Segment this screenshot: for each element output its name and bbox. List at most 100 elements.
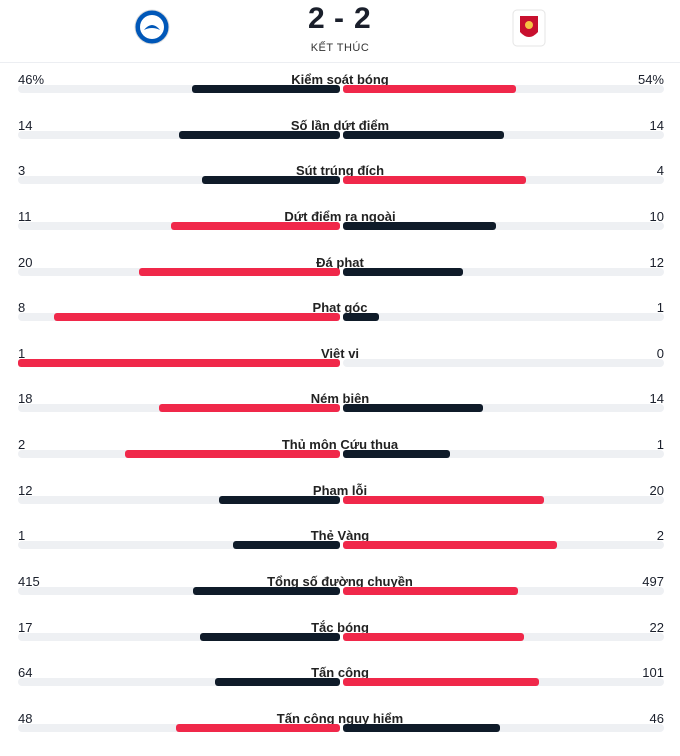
away-bar	[343, 541, 557, 550]
home-bar	[125, 450, 340, 459]
away-value: 4	[656, 163, 664, 179]
stat-row: 12 Phạm lỗi 20	[0, 483, 680, 523]
away-bar	[343, 313, 379, 322]
stat-label: Tấn công	[311, 665, 369, 681]
home-bar	[171, 221, 340, 230]
stat-row: 48 Tấn công nguy hiểm 46	[0, 711, 680, 751]
home-bar	[191, 85, 340, 93]
home-bar	[232, 541, 340, 550]
home-bar	[179, 130, 340, 139]
home-bar	[202, 176, 340, 185]
away-bar	[343, 678, 540, 687]
home-bar	[53, 313, 340, 322]
stat-label: Dứt điểm ra ngoài	[284, 208, 396, 224]
away-value: 22	[649, 619, 664, 635]
away-bar	[343, 176, 527, 185]
home-track	[18, 541, 340, 550]
home-value: 8	[18, 300, 26, 316]
stat-row: 415 Tổng số đường chuyền 497	[0, 574, 680, 614]
stat-label: Đá phạt	[316, 254, 364, 270]
away-value: 20	[649, 482, 664, 498]
stat-row: 17 Tắc bóng 22	[0, 620, 680, 660]
away-bar	[343, 587, 518, 596]
home-value: 18	[18, 391, 33, 407]
away-track	[343, 313, 664, 322]
away-track	[343, 450, 664, 459]
home-bar	[215, 678, 340, 687]
away-score: 2	[354, 2, 371, 35]
stat-label: Kiểm soát bóng	[291, 72, 389, 87]
away-value: 0	[656, 345, 664, 361]
stat-row: 1 Thẻ Vàng 2	[0, 528, 680, 568]
home-value: 11	[18, 208, 32, 224]
home-value: 1	[18, 345, 26, 361]
home-bar	[199, 632, 340, 641]
away-track	[343, 267, 664, 276]
stat-row: 11 Dứt điểm ra ngoài 10	[0, 209, 680, 249]
stat-row: 1 Việt vị 0	[0, 346, 680, 386]
home-value: 415	[18, 574, 40, 590]
home-value: 14	[18, 117, 33, 133]
home-bar	[175, 723, 340, 732]
home-value: 12	[18, 482, 33, 498]
away-track	[343, 221, 664, 230]
home-value: 48	[18, 710, 33, 726]
away-value: 2	[656, 528, 664, 544]
home-bar	[219, 495, 340, 504]
stat-row: 64 Tấn công 101	[0, 665, 680, 705]
home-track	[18, 85, 340, 93]
away-value: 14	[649, 391, 664, 407]
stat-row: 20 Đá phạt 12	[0, 255, 680, 295]
away-value: 14	[649, 117, 664, 133]
stat-label: Thẻ Vàng	[310, 528, 370, 544]
stat-label: Ném biên	[310, 391, 370, 407]
home-bar	[138, 267, 340, 276]
stat-label: Tắc bóng	[311, 619, 369, 635]
away-bar	[343, 632, 525, 641]
away-value: 54%	[637, 72, 664, 87]
stat-row: 14 Số lần dứt điểm 14	[0, 118, 680, 158]
away-value: 101	[642, 665, 664, 681]
stat-row: 18 Ném biên 14	[0, 391, 680, 431]
score-separator: -	[334, 2, 344, 35]
away-value: 46	[649, 710, 664, 726]
home-value: 46%	[18, 72, 45, 87]
home-bar	[158, 404, 340, 413]
match-header: 2 - 2 KẾT THÚC	[0, 0, 680, 63]
stat-label: Số lần dứt điểm	[290, 117, 390, 133]
home-value: 2	[18, 437, 26, 453]
away-logo	[512, 9, 546, 47]
away-bar	[343, 267, 464, 276]
stat-row: 8 Phạt góc 1	[0, 300, 680, 340]
home-value: 17	[18, 619, 33, 635]
away-value: 10	[649, 208, 664, 224]
home-bar	[193, 587, 340, 596]
stat-label: Tổng số đường chuyền	[267, 574, 413, 590]
away-bar	[343, 723, 501, 732]
stat-label: Việt vị	[320, 345, 360, 361]
home-score: 2	[308, 2, 325, 35]
home-value: 1	[18, 528, 26, 544]
stat-row: 46% Kiểm soát bóng 54%	[0, 72, 680, 112]
away-value: 497	[642, 574, 664, 590]
away-bar	[343, 495, 544, 504]
stat-label: Thủ môn Cứu thua	[281, 437, 399, 453]
away-value: 12	[649, 254, 664, 270]
home-track	[18, 632, 340, 641]
home-value: 3	[18, 163, 26, 179]
home-track	[18, 587, 340, 596]
home-bar	[18, 358, 340, 367]
stat-row: 3 Sút trúng đích 4	[0, 163, 680, 203]
stat-label: Phạm lỗi	[312, 482, 368, 498]
home-logo	[134, 9, 170, 45]
away-bar	[343, 450, 450, 459]
stat-label: Phạt góc	[312, 300, 368, 316]
stat-label: Sút trúng đích	[295, 163, 385, 179]
home-track	[18, 678, 340, 687]
home-value: 20	[18, 254, 33, 270]
home-value: 64	[18, 665, 33, 681]
away-track	[343, 404, 664, 413]
stat-label: Tấn công nguy hiểm	[276, 710, 404, 726]
stat-row: 2 Thủ môn Cứu thua 1	[0, 437, 680, 477]
